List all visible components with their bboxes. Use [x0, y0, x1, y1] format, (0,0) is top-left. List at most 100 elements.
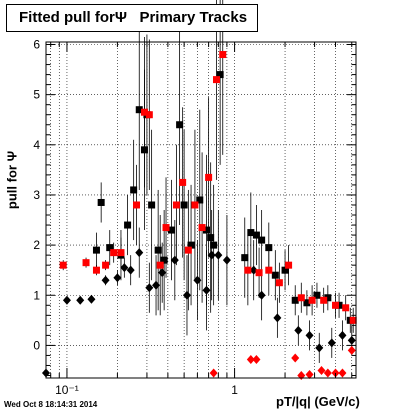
- data-point-diamond: [135, 248, 144, 258]
- data-point-square: [162, 224, 170, 232]
- data-point-square: [156, 261, 164, 269]
- data-point-diamond: [120, 263, 129, 273]
- data-point-square: [252, 231, 260, 239]
- data-point-diamond: [305, 369, 314, 379]
- data-point-diamond: [113, 273, 122, 283]
- data-point-diamond: [257, 290, 266, 300]
- data-point-square: [154, 246, 162, 254]
- plot-frame: [45, 41, 357, 379]
- data-point-diamond: [252, 354, 261, 364]
- error-bars: [62, 0, 354, 378]
- data-point-square: [176, 121, 184, 129]
- data-point-square: [342, 304, 350, 312]
- data-point-diamond: [297, 370, 306, 380]
- data-point-square: [324, 294, 332, 302]
- data-point-square: [203, 226, 211, 234]
- data-point-square: [110, 249, 118, 257]
- axis-ticks: [46, 42, 356, 378]
- data-point-square: [102, 261, 110, 269]
- data-point-square: [265, 244, 273, 252]
- data-point-diamond: [347, 335, 356, 345]
- data-point-square: [255, 269, 263, 277]
- data-point-square: [241, 254, 249, 262]
- data-markers: [42, 51, 357, 380]
- data-point-square: [145, 111, 153, 119]
- data-point-square: [303, 299, 311, 307]
- data-point-square: [167, 226, 175, 234]
- y-axis-label: pull for Ψ: [4, 150, 20, 210]
- data-point-square: [297, 294, 305, 302]
- y-axis-label-box: pull for Ψ: [2, 125, 22, 235]
- data-point-diamond: [193, 275, 202, 285]
- data-point-square: [124, 221, 132, 229]
- data-point-square: [140, 108, 148, 116]
- data-point-diamond: [182, 290, 191, 300]
- data-point-diamond: [207, 250, 216, 260]
- x-tick-label: 1: [231, 383, 238, 397]
- y-tick-label: 3: [33, 188, 40, 202]
- data-point-square: [308, 296, 316, 304]
- data-point-square: [180, 201, 188, 209]
- data-point-square: [196, 196, 204, 204]
- data-point-diamond: [126, 265, 135, 275]
- data-point-square: [349, 316, 357, 324]
- data-point-diamond: [323, 368, 332, 378]
- y-tick-label: 5: [33, 88, 40, 102]
- data-point-square: [320, 296, 328, 304]
- data-point-square: [313, 291, 321, 299]
- data-point-diamond: [347, 345, 356, 355]
- data-point-diamond: [291, 353, 300, 363]
- data-point-square: [135, 106, 143, 114]
- data-point-square: [212, 76, 220, 84]
- data-point-diamond: [338, 368, 347, 378]
- x-axis-label: pT/|q| (GeV/c): [276, 394, 360, 409]
- data-point-square: [271, 271, 279, 279]
- x-tick-label: 10⁻¹: [55, 383, 79, 397]
- data-point-diamond: [315, 343, 324, 353]
- data-point-square: [244, 266, 252, 274]
- data-point-diamond: [338, 330, 347, 340]
- data-point-square: [106, 244, 114, 252]
- data-point-square: [59, 261, 67, 269]
- data-point-square: [130, 186, 138, 194]
- data-point-square: [332, 301, 340, 309]
- data-point-diamond: [209, 368, 218, 378]
- data-point-square: [184, 246, 192, 254]
- data-point-square: [179, 178, 187, 186]
- chart-title: Fitted pull forΨ Primary Tracks: [6, 4, 258, 32]
- y-tick-label: 2: [33, 238, 40, 252]
- data-point-square: [247, 229, 255, 237]
- data-point-diamond: [273, 313, 282, 323]
- data-point-square: [172, 201, 180, 209]
- data-point-square: [97, 198, 105, 206]
- y-tick-label: 1: [33, 288, 40, 302]
- data-point-square: [281, 266, 289, 274]
- data-point-square: [133, 201, 141, 209]
- data-point-square: [117, 249, 125, 257]
- data-point-diamond: [246, 354, 255, 364]
- data-point-diamond: [331, 368, 340, 378]
- data-point-diamond: [222, 255, 231, 265]
- data-point-diamond: [214, 250, 223, 260]
- data-point-square: [187, 241, 195, 249]
- data-point-square: [335, 301, 343, 309]
- tick-labels: 10⁻¹ 1 0 1 2 3 4 5 6: [33, 38, 238, 397]
- data-point-square: [92, 266, 100, 274]
- data-point-square: [198, 224, 206, 232]
- data-point-diamond: [305, 330, 314, 340]
- data-point-diamond: [170, 255, 179, 265]
- data-point-diamond: [76, 295, 85, 305]
- data-point-diamond: [101, 275, 110, 285]
- data-point-square: [92, 246, 100, 254]
- data-point-square: [285, 261, 293, 269]
- data-point-diamond: [327, 338, 336, 348]
- data-point-diamond: [294, 325, 303, 335]
- data-point-square: [216, 71, 224, 79]
- data-point-square: [210, 241, 218, 249]
- data-point-diamond: [152, 280, 161, 290]
- data-point-square: [275, 279, 283, 287]
- data-point-square: [191, 201, 199, 209]
- data-point-diamond: [202, 285, 211, 295]
- data-point-square: [258, 236, 266, 244]
- data-point-square: [207, 234, 215, 242]
